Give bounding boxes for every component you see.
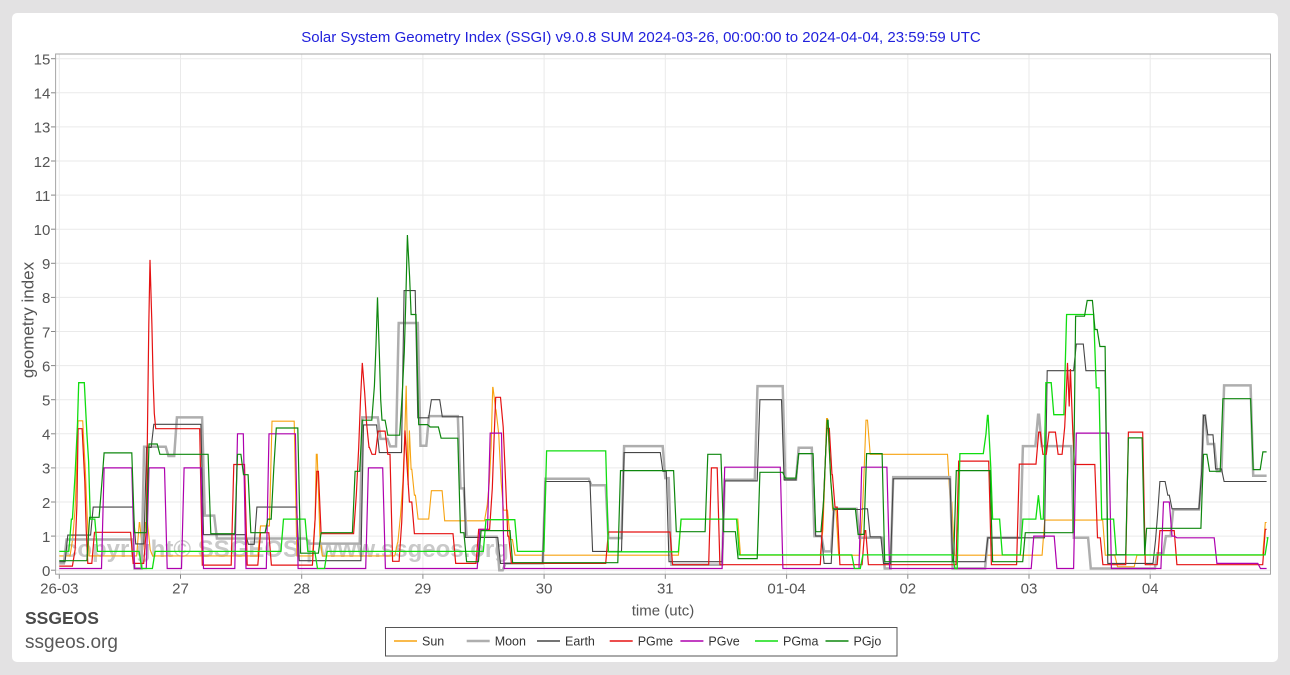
svg-text:2: 2 — [42, 495, 50, 512]
svg-text:14: 14 — [34, 86, 51, 103]
svg-text:PGma: PGma — [783, 635, 818, 649]
svg-text:7: 7 — [42, 324, 50, 341]
svg-text:11: 11 — [35, 188, 51, 205]
svg-text:10: 10 — [34, 222, 51, 239]
svg-text:02: 02 — [899, 581, 916, 598]
svg-text:26-03: 26-03 — [40, 581, 78, 598]
svg-text:31: 31 — [657, 581, 674, 598]
svg-text:Solar System Geometry Index (S: Solar System Geometry Index (SSGI) v9.0.… — [301, 29, 981, 46]
svg-text:04: 04 — [1142, 581, 1159, 598]
svg-text:5: 5 — [42, 393, 50, 410]
svg-text:6: 6 — [42, 358, 50, 375]
svg-text:3: 3 — [42, 461, 50, 478]
svg-text:28: 28 — [293, 581, 310, 598]
svg-text:PGme: PGme — [638, 635, 673, 649]
svg-text:9: 9 — [42, 256, 50, 273]
svg-text:8: 8 — [42, 290, 50, 307]
svg-text:1: 1 — [42, 529, 50, 546]
svg-text:Sun: Sun — [422, 635, 444, 649]
svg-text:geometry index: geometry index — [18, 261, 37, 378]
svg-text:29: 29 — [415, 581, 432, 598]
svg-text:15: 15 — [34, 52, 51, 69]
svg-text:PGjo: PGjo — [854, 635, 882, 649]
svg-text:ssgeos.org: ssgeos.org — [25, 632, 118, 653]
svg-text:27: 27 — [172, 581, 189, 598]
svg-text:SSGEOS: SSGEOS — [25, 608, 99, 628]
svg-text:Earth: Earth — [565, 635, 595, 649]
svg-text:Moon: Moon — [495, 635, 526, 649]
svg-text:time (utc): time (utc) — [632, 603, 695, 620]
svg-text:12: 12 — [34, 154, 51, 171]
svg-text:0: 0 — [42, 563, 50, 580]
svg-text:4: 4 — [42, 427, 50, 444]
svg-text:03: 03 — [1021, 581, 1038, 598]
svg-text:PGve: PGve — [708, 635, 739, 649]
svg-text:30: 30 — [536, 581, 553, 598]
svg-text:13: 13 — [34, 120, 51, 137]
svg-text:01-04: 01-04 — [767, 581, 805, 598]
